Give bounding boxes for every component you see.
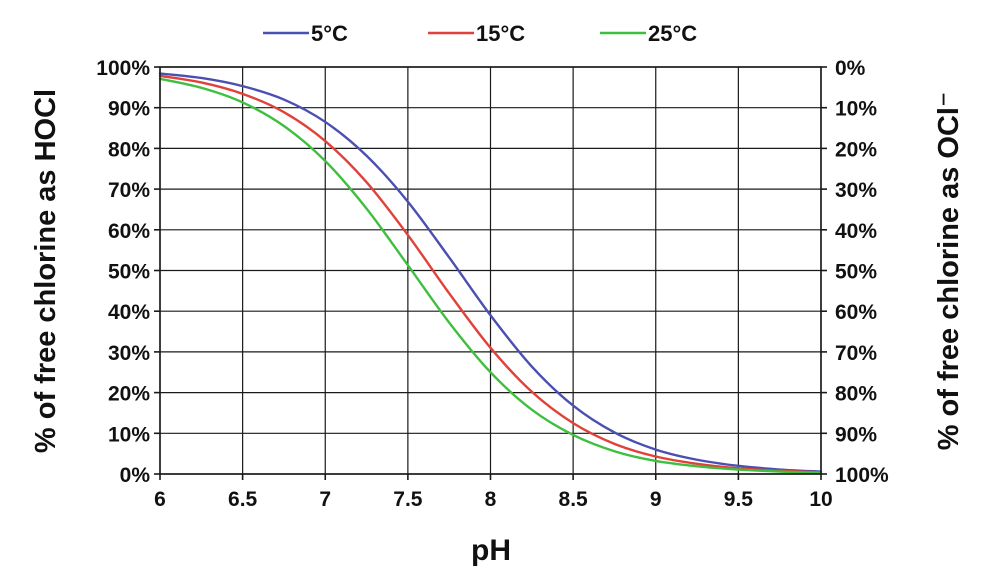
y2-tick-label: 50% (835, 261, 877, 284)
y2-tick-label: 90% (835, 423, 877, 446)
x-tick-label: 7.5 (393, 488, 423, 511)
y2-tick-label: 0% (835, 57, 866, 80)
x-tick-label: 6.5 (228, 488, 258, 511)
y2-tick-label: 60% (835, 301, 877, 324)
series-line-5Cc (158, 72, 823, 473)
y-axis-title: % of free chlorine as HOCl (30, 89, 62, 453)
x-tick-label: 8 (485, 488, 497, 511)
y-tick-label: 60% (108, 220, 150, 243)
x-tick-label: 8.5 (559, 488, 589, 511)
y-tick-label: 100% (96, 57, 150, 80)
y-tick-label: 50% (108, 261, 150, 284)
y2-tick-label: 100% (835, 464, 889, 487)
y-tick-label: 10% (108, 423, 150, 446)
y2-axis-title: % of free chlorine as OCl⁻ (933, 92, 965, 451)
x-axis-title: pH (471, 534, 511, 567)
legend-label: 25°C (648, 21, 697, 46)
y-tick-labels: 0% 10% 20% 30% 40% 50% 60% 70% 80% 90% 100% (96, 57, 150, 487)
y2-tick-label: 30% (835, 179, 877, 202)
y2-tick-label: 40% (835, 220, 877, 243)
y2-tick-label: 10% (835, 98, 877, 121)
y-tick-label: 80% (108, 138, 150, 161)
x-tick-label: 9 (650, 488, 662, 511)
x-tick-label: 7 (319, 488, 331, 511)
y-tick-label: 20% (108, 383, 150, 406)
y2-tick-label: 80% (835, 383, 877, 406)
y2-tick-label: 70% (835, 342, 877, 365)
series-lines (158, 72, 823, 474)
x-tick-label: 6 (154, 488, 166, 511)
x-tick-label: 10 (809, 488, 832, 511)
tick-marks (154, 66, 827, 480)
y-tick-label: 40% (108, 301, 150, 324)
y-tick-label: 70% (108, 179, 150, 202)
x-tick-labels: 6 6.5 7 7.5 8 8.5 9 9.5 10 (154, 488, 833, 511)
x-tick-label: 9.5 (724, 488, 754, 511)
legend-label: 15°C (476, 21, 525, 46)
legend: 5°C 15°C 25°C (263, 21, 697, 46)
y-tick-label: 30% (108, 342, 150, 365)
y2-tick-label: 20% (835, 138, 877, 161)
y-tick-label: 0% (120, 464, 151, 487)
legend-label: 5°C (311, 21, 348, 46)
series-line-25Cc (158, 77, 823, 474)
y2-tick-labels: 100% 90% 80% 70% 60% 50% 40% 30% 20% 10% 0% (835, 57, 889, 487)
y-tick-label: 90% (108, 98, 150, 121)
grid-lines (159, 66, 822, 475)
series-line-15Cc (158, 74, 823, 474)
